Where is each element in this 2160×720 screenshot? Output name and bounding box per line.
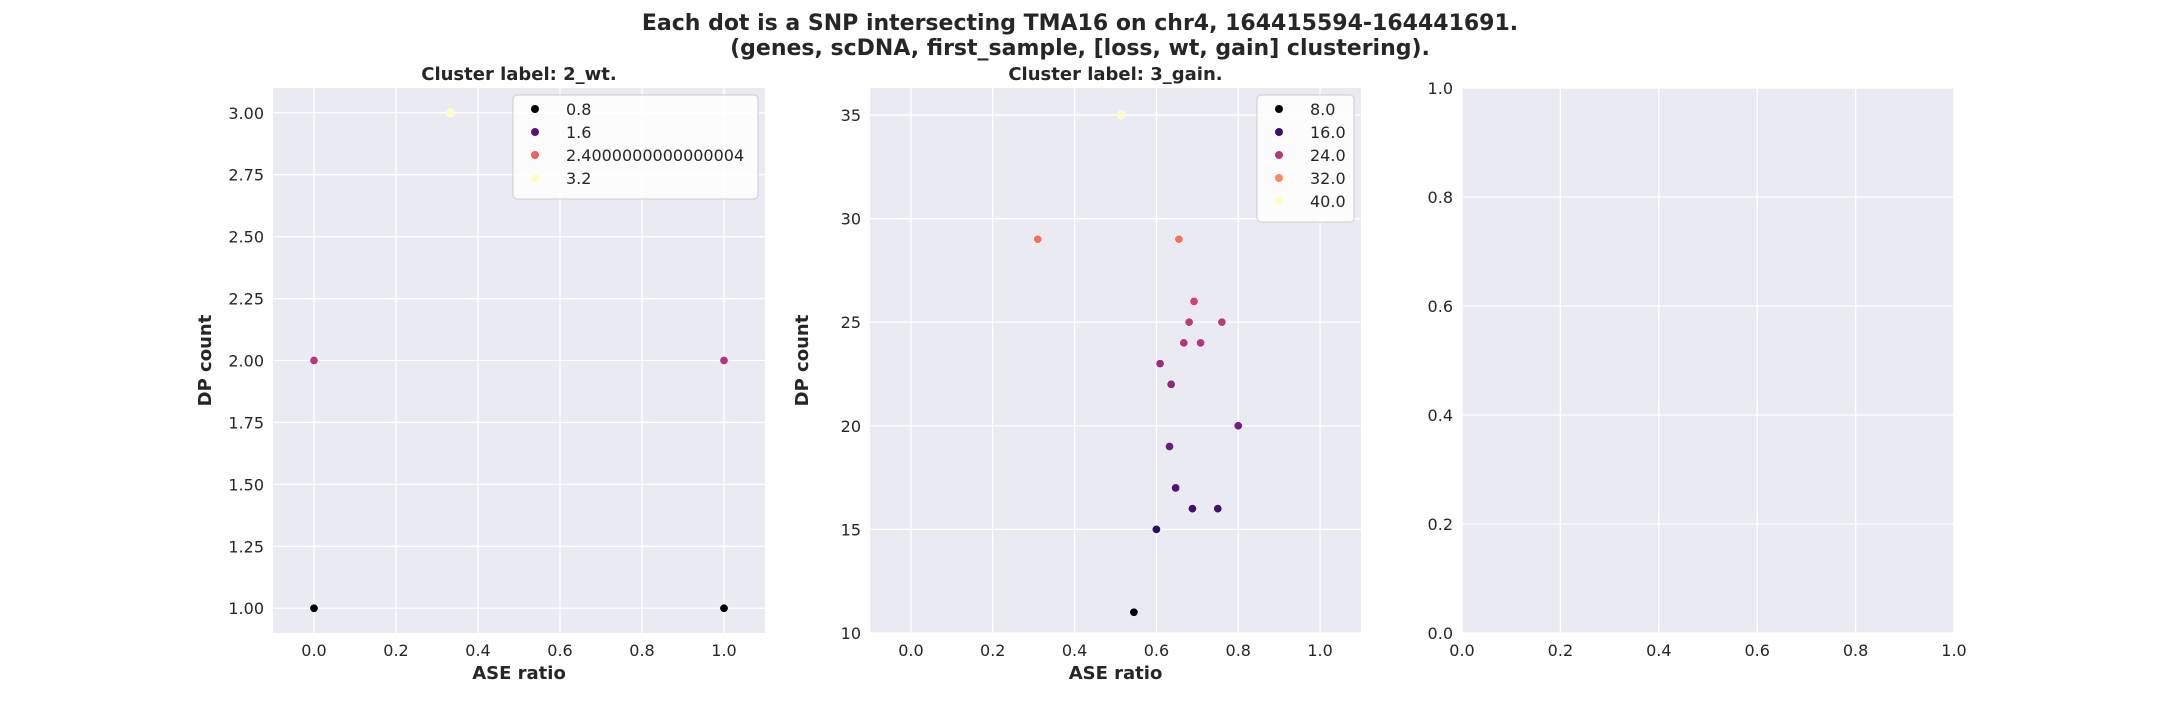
y-tick-label: 2.00 (228, 352, 264, 371)
x-tick-label: 0.4 (1062, 641, 1087, 660)
figure-title-line-1: Each dot is a SNP intersecting TMA16 on … (642, 11, 1518, 36)
legend-marker (531, 151, 539, 159)
legend: 8.0 16.0 24.0 32.0 40.0 (1256, 94, 1355, 223)
legend: 0.8 1.6 2.4000000000000004 3.2 (512, 94, 759, 200)
x-tick-label: 0.6 (1744, 641, 1769, 660)
scatter-point (1184, 317, 1194, 327)
x-axis-label: ASE ratio (472, 663, 566, 684)
legend-entry-label: 0.8 (566, 100, 591, 119)
scatter-point (1116, 110, 1126, 120)
x-tick-label: 0.2 (980, 641, 1005, 660)
x-tick-label: 0.0 (1449, 641, 1474, 660)
x-tick-label: 0.4 (465, 641, 490, 660)
scatter-point (1129, 607, 1139, 617)
plot-area (1462, 88, 1954, 633)
x-tick-label: 1.0 (711, 641, 736, 660)
x-tick-label: 0.8 (1226, 641, 1251, 660)
scatter-point (309, 355, 319, 365)
axes-title: Cluster label: 2_wt. (421, 64, 617, 85)
x-tick-label: 0.8 (629, 641, 654, 660)
figure-title-line-2: (genes, scDNA, first_sample, [loss, wt, … (730, 36, 1430, 61)
scatter-point (1187, 504, 1197, 514)
x-tick-label: 0.4 (1646, 641, 1671, 660)
legend-entry-label: 8.0 (1310, 100, 1335, 119)
x-tick-label: 1.0 (1941, 641, 1966, 660)
scatter-point (1151, 524, 1161, 534)
y-tick-label: 1.00 (228, 599, 264, 618)
y-tick-label: 10 (841, 624, 861, 643)
scatter-point (1166, 379, 1176, 389)
scatter-point (1233, 421, 1243, 431)
legend-entry-label: 32.0 (1310, 169, 1346, 188)
legend-marker (531, 128, 539, 136)
x-tick-label: 0.0 (301, 641, 326, 660)
axes-group: 0.0 0.2 0.4 0.6 0.8 1.0 1.00 1.25 1.50 1.75 2.00 2.… (195, 64, 1967, 684)
x-tick-label: 0.2 (1548, 641, 1573, 660)
y-tick-label: 2.50 (228, 228, 264, 247)
y-tick-label: 1.25 (228, 537, 264, 556)
x-tick-label: 0.0 (898, 641, 923, 660)
scatter-point (1213, 504, 1223, 514)
y-tick-label: 2.75 (228, 166, 264, 185)
x-tick-label: 0.2 (383, 641, 408, 660)
y-tick-label: 25 (841, 313, 861, 332)
legend-entry-label: 1.6 (566, 123, 591, 142)
y-tick-label: 1.50 (228, 475, 264, 494)
scatter-point (1171, 483, 1181, 493)
scatter-point (1217, 317, 1227, 327)
y-tick-label: 1.75 (228, 413, 264, 432)
y-tick-label: 30 (841, 210, 861, 229)
scatter-point (1189, 296, 1199, 306)
legend-box (512, 94, 759, 200)
x-tick-label: 0.8 (1843, 641, 1868, 660)
y-tick-label: 0.8 (1428, 188, 1453, 207)
y-tick-label: 1.0 (1428, 79, 1453, 98)
scatter-point (719, 355, 729, 365)
legend-marker (1275, 128, 1283, 136)
legend-marker (1275, 197, 1283, 205)
scatter-point (446, 108, 456, 118)
y-tick-label: 0.2 (1428, 515, 1453, 534)
x-tick-label: 0.6 (547, 641, 572, 660)
x-tick-label: 0.6 (1144, 641, 1169, 660)
y-tick-label: 20 (841, 417, 861, 436)
axes-panel-2: 0.0 0.2 0.4 0.6 0.8 1.0 10 15 20 25 30 35 Cluster la… (792, 64, 1361, 684)
scatter-point (309, 603, 319, 613)
legend-entry-label: 24.0 (1310, 146, 1346, 165)
scatter-point (719, 603, 729, 613)
scatter-point (1174, 234, 1184, 244)
axes-panel-1: 0.0 0.2 0.4 0.6 0.8 1.0 1.00 1.25 1.50 1.75 2.00 2.… (195, 64, 765, 684)
legend-marker (1275, 151, 1283, 159)
scatter-point (1165, 441, 1175, 451)
y-tick-label: 35 (841, 106, 861, 125)
legend-marker (531, 174, 539, 182)
scatter-point (1196, 338, 1206, 348)
legend-entry-label: 40.0 (1310, 192, 1346, 211)
legend-entry-label: 16.0 (1310, 123, 1346, 142)
y-tick-label: 0.6 (1428, 297, 1453, 316)
scatter-point (1155, 359, 1165, 369)
legend-entry-label: 2.4000000000000004 (566, 146, 744, 165)
x-axis-label: ASE ratio (1069, 663, 1163, 684)
scatter-point (1033, 234, 1043, 244)
axes-panel-3: 0.0 0.2 0.4 0.6 0.8 1.0 0.0 0.2 0.4 0.6 0.8 1.0 (1428, 79, 1967, 660)
axes-title: Cluster label: 3_gain. (1008, 64, 1222, 85)
y-tick-label: 3.00 (228, 104, 264, 123)
y-tick-label: 15 (841, 520, 861, 539)
y-axis-label: DP count (195, 314, 216, 406)
scatter-point (1179, 338, 1189, 348)
y-axis-label: DP count (792, 314, 813, 406)
legend-box (1256, 94, 1355, 223)
y-tick-label: 0.4 (1428, 406, 1453, 425)
legend-marker (1275, 105, 1283, 113)
x-tick-label: 1.0 (1307, 641, 1332, 660)
y-tick-label: 0.0 (1428, 624, 1453, 643)
legend-marker (531, 105, 539, 113)
y-tick-label: 2.25 (228, 290, 264, 309)
legend-marker (1275, 174, 1283, 182)
legend-entry-label: 3.2 (566, 169, 591, 188)
